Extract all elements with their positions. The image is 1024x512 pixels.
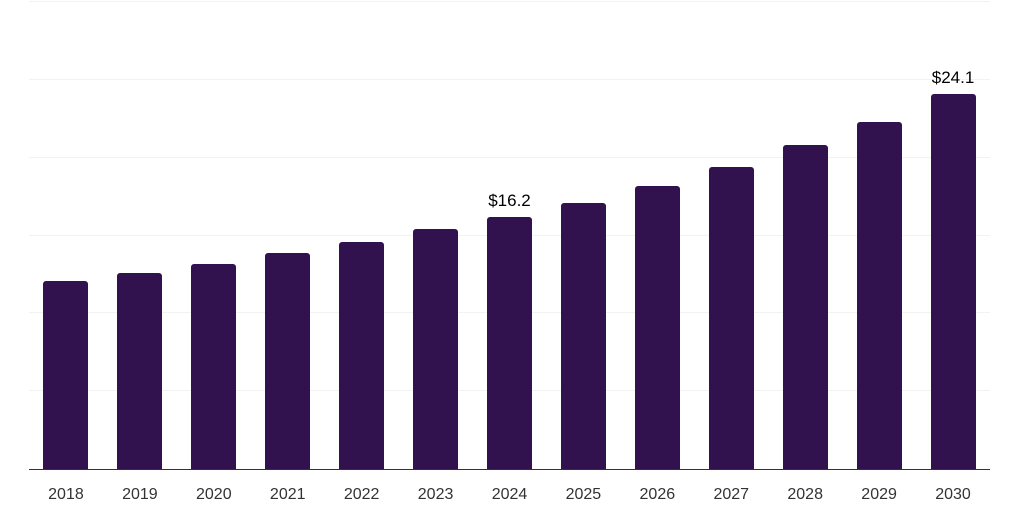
gridline-20 xyxy=(29,156,990,158)
x-tick-2022: 2022 xyxy=(343,486,380,503)
bar-column-2022 xyxy=(325,2,399,469)
x-axis: 2018 2019 2020 2021 2022 2023 2024 2025 2026 2027… xyxy=(29,472,990,512)
bar-column-2026 xyxy=(620,2,694,469)
x-tick-2027: 2027 xyxy=(713,486,750,503)
bar-column-2018 xyxy=(29,2,103,469)
bar-column-2027 xyxy=(694,2,768,469)
bar-column-2024: $16.2 xyxy=(473,2,547,469)
bar-2021 xyxy=(265,252,311,469)
bar-column-2029 xyxy=(842,2,916,469)
x-tick-2024: 2024 xyxy=(491,486,528,503)
gridline-30 xyxy=(29,1,990,2)
x-tick-2020: 2020 xyxy=(196,486,232,503)
bar-column-2030: $24.1 xyxy=(916,2,990,469)
bar-2027 xyxy=(708,167,754,469)
x-tick-2023: 2023 xyxy=(417,486,454,503)
x-tick-2028: 2028 xyxy=(787,486,823,503)
bar-column-2020 xyxy=(177,2,251,469)
bar-2026 xyxy=(634,185,680,469)
bar-series: $16.2 $24.1 xyxy=(29,2,990,469)
x-tick-2019: 2019 xyxy=(122,486,158,503)
x-tick-2026: 2026 xyxy=(639,486,676,503)
bar-2024 xyxy=(486,216,532,469)
bar-column-2019 xyxy=(103,2,177,469)
bar-2025 xyxy=(560,202,606,469)
x-tick-2030: 2030 xyxy=(935,486,971,503)
bar-2028 xyxy=(782,145,828,469)
bar-2023 xyxy=(413,229,459,469)
bar-column-2028 xyxy=(768,2,842,469)
x-tick-2021: 2021 xyxy=(269,486,306,503)
bar-2019 xyxy=(117,272,163,469)
data-label-2030: $24.1 xyxy=(931,67,975,87)
x-tick-2029: 2029 xyxy=(861,486,897,503)
bar-2018 xyxy=(43,280,89,469)
x-tick-2025: 2025 xyxy=(565,486,602,503)
plot-area: $16.2 $24.1 xyxy=(29,1,990,470)
bar-2020 xyxy=(191,263,237,469)
x-tick-2018: 2018 xyxy=(48,486,84,503)
bar-2022 xyxy=(339,241,385,469)
bar-2030 xyxy=(930,93,976,469)
bar-column-2021 xyxy=(251,2,325,469)
data-label-2024: $16.2 xyxy=(488,190,531,210)
bar-column-2023 xyxy=(399,2,473,469)
bar-2029 xyxy=(856,121,902,469)
gridline-25 xyxy=(29,78,990,80)
bar-column-2025 xyxy=(546,2,620,469)
